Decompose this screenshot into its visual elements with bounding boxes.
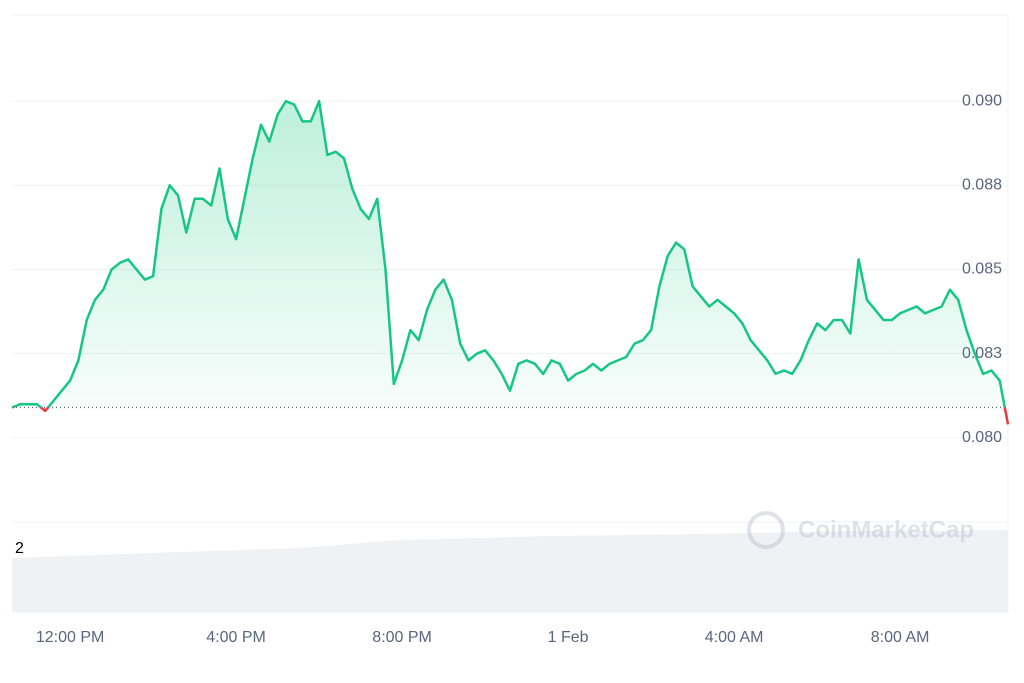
watermark-text: CoinMarketCap xyxy=(798,516,974,543)
x-tick-label: 4:00 PM xyxy=(206,629,266,646)
x-tick-label: 12:00 PM xyxy=(36,629,104,646)
y-tick-label: 0.085 xyxy=(962,261,1002,278)
x-tick-label: 1 Feb xyxy=(548,629,589,646)
y-tick-label: 0.080 xyxy=(962,429,1002,446)
price-area xyxy=(12,101,1008,425)
watermark-logo xyxy=(747,511,785,549)
volume-area xyxy=(12,530,1008,612)
x-tick-label: 8:00 PM xyxy=(372,629,432,646)
y-tick-label: 0.090 xyxy=(962,92,1002,109)
price-line xyxy=(11,99,1010,425)
watermark: CoinMarketCap xyxy=(747,511,974,549)
volume-label: 2 xyxy=(15,540,24,557)
y-tick-label: 0.088 xyxy=(962,177,1002,194)
x-tick-label: 8:00 AM xyxy=(871,629,930,646)
x-tick-label: 4:00 AM xyxy=(705,629,764,646)
